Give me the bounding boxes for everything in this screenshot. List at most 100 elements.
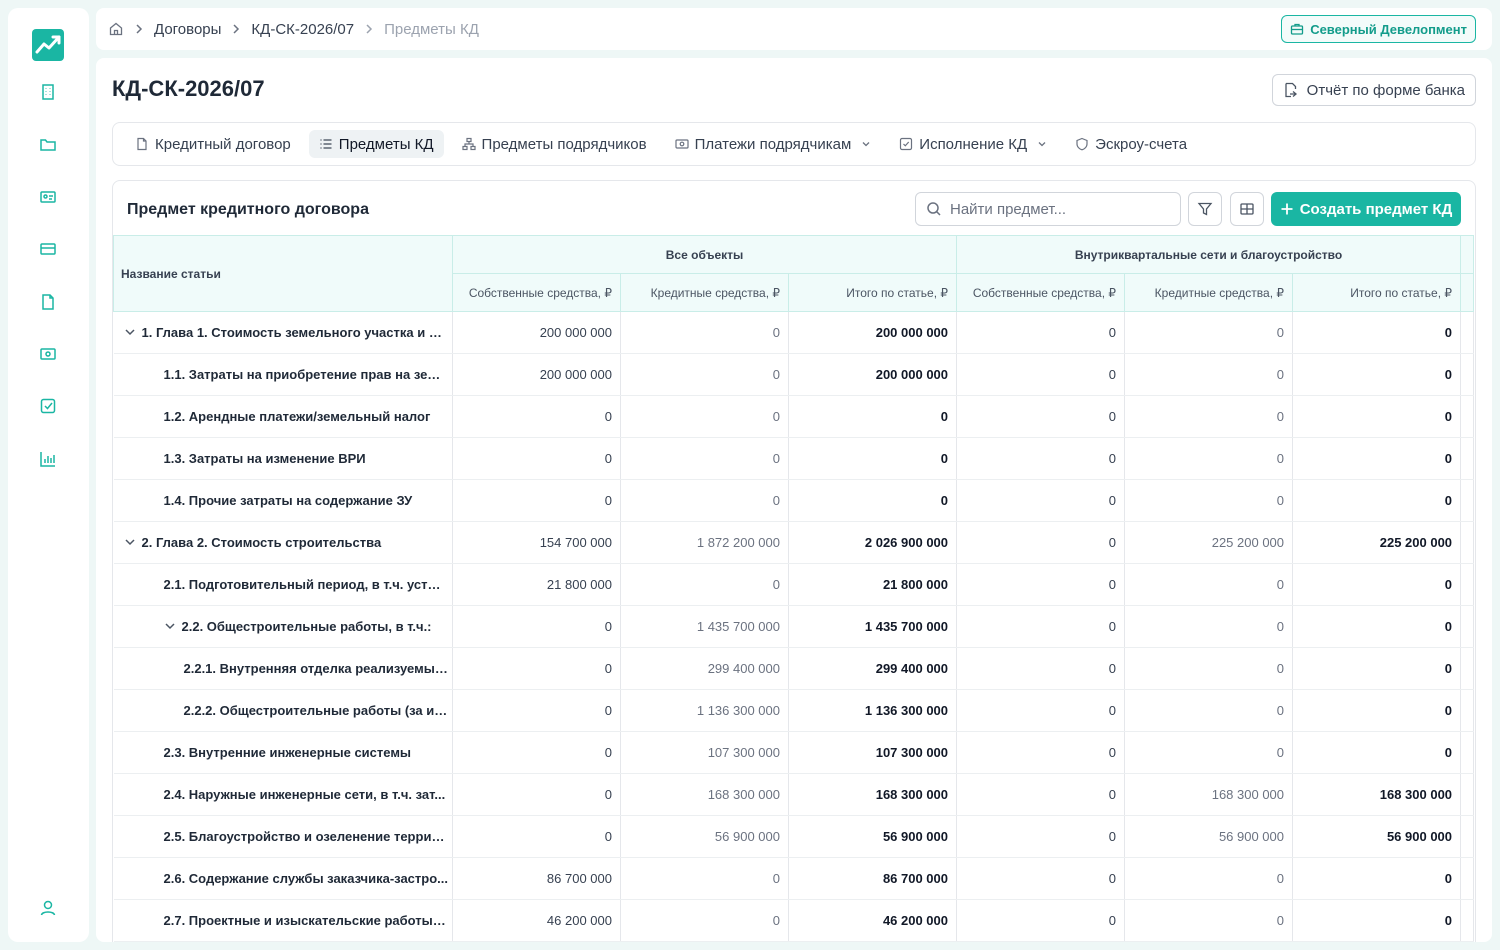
item-name-label: 2.3. Внутренние инженерные системы: [163, 745, 412, 760]
group-header-overflow: [1460, 235, 1475, 274]
table-row[interactable]: 1.4. Прочие затраты на содержание ЗУ 0 0 0 0…: [113, 479, 1475, 522]
column-header-own-funds[interactable]: Собственные средства, ₽: [452, 273, 621, 312]
table-row[interactable]: 2.2.2. Общестроительные работы (за ис...…: [113, 689, 1475, 732]
breadcrumb-contract[interactable]: КД-СК-2026/07: [251, 20, 355, 38]
value-cell: 0: [1292, 857, 1462, 900]
value-cell: 0: [788, 395, 958, 438]
document-icon: [135, 137, 149, 151]
item-name-cell[interactable]: 2.7. Проектные и изыскательские работы, …: [113, 899, 453, 942]
overflow-cell: [1460, 647, 1475, 690]
expand-chevron-icon[interactable]: [124, 325, 138, 340]
table-row[interactable]: 2.6. Содержание службы заказчика-застро.…: [113, 857, 1475, 900]
value-cell: 0: [620, 353, 789, 396]
value-cell: 0: [1292, 605, 1462, 648]
table-row[interactable]: 1.2. Арендные платежи/земельный налог 0 0 0…: [113, 395, 1475, 438]
table-row[interactable]: 2.7. Проектные и изыскательские работы, …: [113, 899, 1475, 942]
value-cell: 0: [452, 605, 621, 648]
value-cell: 0: [620, 899, 789, 942]
filter-button[interactable]: [1188, 192, 1222, 226]
nav-document-icon[interactable]: [36, 290, 60, 314]
nav-chart-icon[interactable]: [36, 447, 60, 471]
value-cell: 1 136 300 000: [620, 689, 789, 732]
item-name-cell[interactable]: 1.1. Затраты на приобретение прав на зем…: [113, 353, 453, 396]
tab-credit-items[interactable]: Предметы КД: [308, 130, 444, 158]
card-title: Предмет кредитного договора: [127, 201, 369, 218]
nav-id-card-icon[interactable]: [36, 185, 60, 209]
chevron-right-icon: [134, 23, 144, 35]
breadcrumb-contracts[interactable]: Договоры: [154, 20, 222, 38]
main-panel: КД-СК-2026/07 Отчёт по форме банка Креди…: [96, 58, 1492, 942]
expand-chevron-icon[interactable]: [164, 619, 178, 634]
overflow-cell: [1460, 605, 1475, 648]
home-icon[interactable]: [108, 21, 124, 37]
tab-label: Платежи подрядчикам: [694, 135, 852, 153]
column-header-credit-funds[interactable]: Кредитные средства, ₽: [1124, 273, 1294, 312]
table-container[interactable]: Название статьи Все объекты Внутрикварта…: [113, 235, 1475, 942]
nav-credit-card-icon[interactable]: [36, 237, 60, 261]
item-name-cell[interactable]: 2.2.1. Внутренняя отделка реализуемых ..…: [113, 647, 453, 690]
overflow-cell: [1460, 815, 1475, 858]
shield-icon: [1075, 137, 1089, 151]
sidebar: [8, 8, 89, 942]
tab-contractor-items[interactable]: Предметы подрядчиков: [452, 130, 657, 158]
item-name-label: 1.2. Арендные платежи/земельный налог: [163, 409, 431, 424]
column-header-credit-funds[interactable]: Кредитные средства, ₽: [620, 273, 789, 312]
item-name-cell[interactable]: 2.2.2. Общестроительные работы (за ис...: [113, 689, 453, 732]
nav-folder-icon[interactable]: [36, 133, 60, 157]
table-row[interactable]: 1.1. Затраты на приобретение прав на зем…: [113, 353, 1475, 396]
value-cell: 299 400 000: [788, 647, 958, 690]
value-cell: 86 700 000: [452, 857, 621, 900]
value-cell: 0: [956, 899, 1126, 942]
item-name-cell[interactable]: 1.4. Прочие затраты на содержание ЗУ: [113, 479, 453, 522]
item-name-cell[interactable]: 1.2. Арендные платежи/земельный налог: [113, 395, 453, 438]
item-name-cell[interactable]: 2.5. Благоустройство и озеленение террит…: [113, 815, 453, 858]
table-row[interactable]: 1. Глава 1. Стоимость земельного участка…: [113, 311, 1475, 354]
table-row[interactable]: 2.2.1. Внутренняя отделка реализуемых ..…: [113, 647, 1475, 690]
item-name-cell[interactable]: 2. Глава 2. Стоимость строительства: [113, 521, 453, 564]
column-header-total[interactable]: Итого по статье, ₽: [1292, 273, 1462, 312]
item-name-cell[interactable]: 1. Глава 1. Стоимость земельного участка…: [113, 311, 453, 354]
bank-report-button[interactable]: Отчёт по форме банка: [1271, 74, 1476, 106]
column-header-own-funds[interactable]: Собственные средства, ₽: [956, 273, 1126, 312]
column-header-name[interactable]: Название статьи: [113, 235, 453, 312]
item-name-cell[interactable]: 2.1. Подготовительный период, в т.ч. уст…: [113, 563, 453, 606]
nav-checkbox-icon[interactable]: [36, 394, 60, 418]
tab-contractor-payments[interactable]: Платежи подрядчикам: [665, 130, 882, 158]
tab-credit-contract[interactable]: Кредитный договор: [125, 130, 301, 158]
create-item-button[interactable]: Создать предмет КД: [1271, 192, 1461, 226]
table-row[interactable]: 2.4. Наружные инженерные сети, в т.ч. за…: [113, 773, 1475, 816]
table-row[interactable]: 2. Глава 2. Стоимость строительства 154 7…: [113, 521, 1475, 564]
tab-contract-execution[interactable]: Исполнение КД: [889, 130, 1057, 158]
item-name-cell[interactable]: 2.2. Общестроительные работы, в т.ч.:: [113, 605, 453, 648]
column-header-total[interactable]: Итого по статье, ₽: [787, 273, 958, 312]
search-input[interactable]: [950, 200, 1160, 218]
checkbox-icon: [899, 137, 913, 151]
tab-escrow-accounts[interactable]: Эскроу-счета: [1065, 130, 1197, 158]
value-cell: 0: [956, 647, 1126, 690]
value-cell: 21 800 000: [452, 563, 621, 606]
table-row[interactable]: 2.1. Подготовительный период, в т.ч. уст…: [113, 563, 1475, 606]
table-row[interactable]: 2.5. Благоустройство и озеленение террит…: [113, 815, 1475, 858]
overflow-cell: [1460, 899, 1475, 942]
tab-label: Эскроу-счета: [1095, 135, 1188, 153]
item-name-cell[interactable]: 1.3. Затраты на изменение ВРИ: [113, 437, 453, 480]
app-logo[interactable]: [32, 29, 64, 61]
value-cell: 154 700 000: [452, 521, 621, 564]
item-name-label: 2.6. Содержание службы заказчика-застро.…: [163, 871, 448, 886]
item-name-cell[interactable]: 2.6. Содержание службы заказчика-застро.…: [113, 857, 453, 900]
table-row[interactable]: 2.3. Внутренние инженерные системы 0 107 3…: [113, 731, 1475, 774]
value-cell: 1 872 200 000: [620, 521, 789, 564]
value-cell: 0: [1124, 605, 1294, 648]
nav-banknote-icon[interactable]: [36, 342, 60, 366]
table-row[interactable]: 2.2. Общестроительные работы, в т.ч.: 0 1 …: [113, 605, 1475, 648]
table-row[interactable]: 1.3. Затраты на изменение ВРИ 0 0 0 0 0 0: [113, 437, 1475, 480]
item-name-cell[interactable]: 2.3. Внутренние инженерные системы: [113, 731, 453, 774]
expand-chevron-icon[interactable]: [124, 535, 138, 550]
value-cell: 0: [956, 563, 1126, 606]
user-profile-icon[interactable]: [36, 896, 60, 920]
organization-button[interactable]: Северный Девелопмент: [1281, 15, 1476, 43]
item-name-cell[interactable]: 2.4. Наружные инженерные сети, в т.ч. за…: [113, 773, 453, 816]
value-cell: 168 300 000: [620, 773, 789, 816]
columns-button[interactable]: [1230, 192, 1264, 226]
nav-buildings-icon[interactable]: [36, 80, 60, 104]
